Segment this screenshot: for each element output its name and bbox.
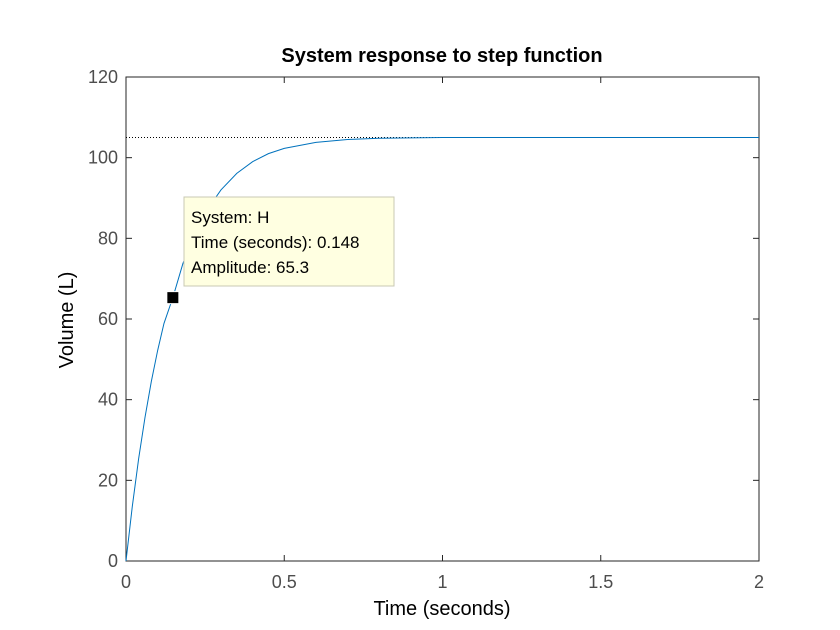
x-tick-label: 1	[437, 572, 447, 592]
y-tick-label: 40	[98, 390, 118, 410]
response-line	[125, 137, 759, 562]
y-tick-label: 60	[98, 309, 118, 329]
plot-area	[125, 76, 760, 562]
y-tick-label: 0	[108, 551, 118, 571]
y-tick-label: 80	[98, 228, 118, 248]
y-tick-label: 100	[88, 148, 118, 168]
y-axis-label: Volume (L)	[56, 272, 78, 369]
datatip-marker[interactable]	[166, 291, 180, 305]
datatip-box	[183, 196, 395, 287]
datatip-line: Time (seconds): 0.148	[191, 233, 360, 252]
chart-title: System response to step function	[281, 45, 602, 67]
y-tick-label: 20	[98, 470, 118, 490]
y-tick-label: 120	[88, 67, 118, 87]
x-tick-label: 0	[121, 572, 131, 592]
x-tick-label: 2	[754, 572, 764, 592]
datatip-line: Amplitude: 65.3	[191, 258, 309, 277]
datatip-line: System: H	[191, 208, 269, 227]
x-axis-label: Time (seconds)	[373, 598, 510, 620]
x-tick-label: 0.5	[272, 572, 297, 592]
x-tick-label: 1.5	[588, 572, 613, 592]
